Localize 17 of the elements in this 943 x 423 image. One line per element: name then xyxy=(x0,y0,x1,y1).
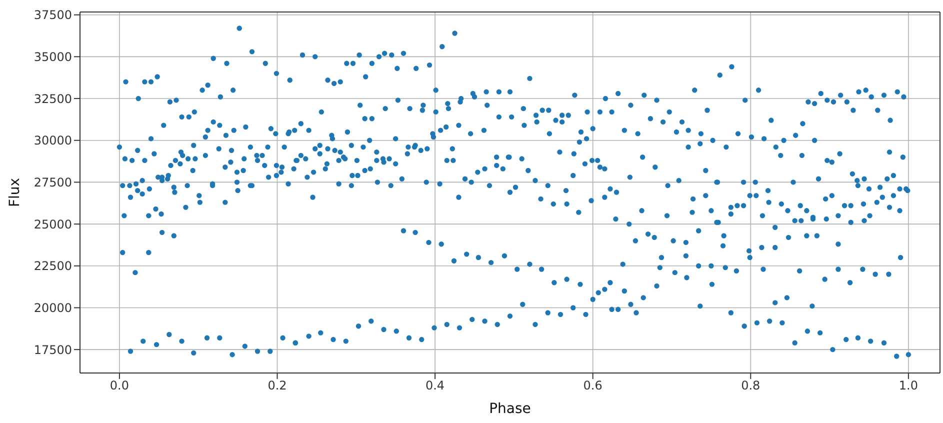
y-tick-label: 35000 xyxy=(34,50,72,64)
y-axis-title: Flux xyxy=(6,178,23,208)
y-tick-label: 32500 xyxy=(34,92,72,106)
y-tick-label: 27500 xyxy=(34,175,72,190)
x-tick-label: 0.6 xyxy=(583,378,602,393)
y-tick-label: 25000 xyxy=(34,217,72,232)
x-tick-label: 0.2 xyxy=(268,378,287,393)
x-tick-label: 0.0 xyxy=(110,378,129,393)
y-tick-label: 22500 xyxy=(34,259,72,274)
y-tick-label: 37500 xyxy=(34,8,72,22)
x-axis-title: Phase xyxy=(489,401,531,417)
x-tick-label: 0.8 xyxy=(741,378,760,393)
y-tick-label: 30000 xyxy=(34,134,72,148)
x-tick-label: 0.4 xyxy=(426,378,445,393)
y-tick-label: 20000 xyxy=(34,300,72,315)
y-tick-label: 17500 xyxy=(34,342,72,357)
x-tick-label: 1.0 xyxy=(898,378,918,393)
